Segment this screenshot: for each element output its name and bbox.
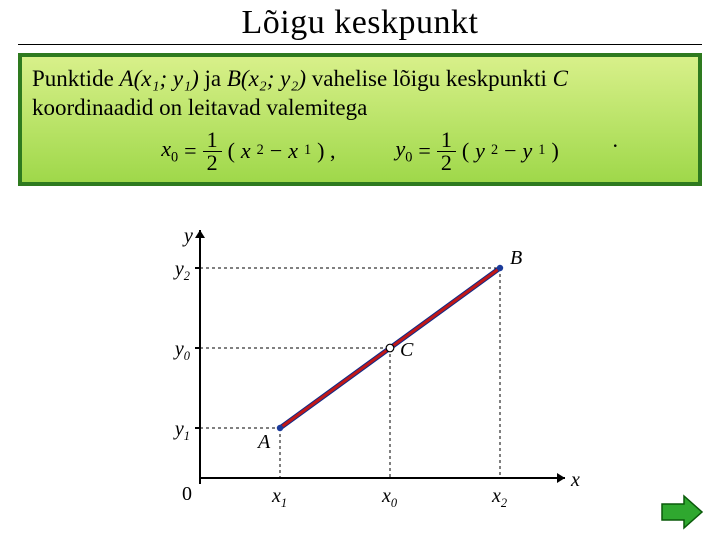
svg-text:B: B	[510, 247, 522, 269]
svg-text:y: y	[182, 225, 193, 247]
svg-text:x1: x1	[271, 485, 287, 510]
txt-mid: ja	[199, 66, 227, 91]
svg-text:C: C	[400, 339, 414, 361]
formula-period: .	[613, 126, 619, 154]
svg-text:y2: y2	[173, 258, 190, 283]
svg-text:A: A	[256, 431, 271, 453]
formula-y0: y0 = 12 (y2 − y1)	[396, 129, 559, 174]
midpoint-diagram: yx0y2y0y1x1x0x2ABC	[150, 218, 580, 518]
title-rule	[18, 44, 702, 45]
point-c-name: C	[553, 66, 568, 91]
definition-box: Punktide A(x₁; y₁) ja B(x₂; y₂) vahelise…	[18, 53, 702, 186]
txt-post: vahelise lõigu keskpunkti	[306, 66, 553, 91]
definition-line2: koordinaadid on leitavad valemitega	[32, 95, 367, 120]
txt-pre: Punktide	[32, 66, 120, 91]
svg-text:x0: x0	[381, 485, 398, 510]
formula-x0: x0 = 12 (x2 − x1) ,	[161, 129, 335, 174]
svg-text:0: 0	[182, 483, 192, 505]
point-b-coords: (x₂; y₂)	[241, 66, 306, 91]
next-arrow-icon	[660, 494, 704, 530]
point-a-name: A	[120, 66, 134, 91]
next-button[interactable]	[660, 494, 704, 530]
svg-text:y1: y1	[173, 418, 190, 443]
svg-text:x2: x2	[491, 485, 507, 510]
svg-text:y0: y0	[173, 338, 191, 363]
svg-text:x: x	[570, 469, 580, 491]
definition-text: Punktide A(x₁; y₁) ja B(x₂; y₂) vahelise…	[32, 65, 688, 123]
point-a-coords: (x₁; y₁)	[134, 66, 199, 91]
slide-title: Lõigu keskpunkt	[0, 0, 720, 42]
formulas-row: x0 = 12 (x2 − x1) , y0 = 12 (y2 − y1)	[32, 123, 688, 176]
point-b-name: B	[227, 66, 241, 91]
